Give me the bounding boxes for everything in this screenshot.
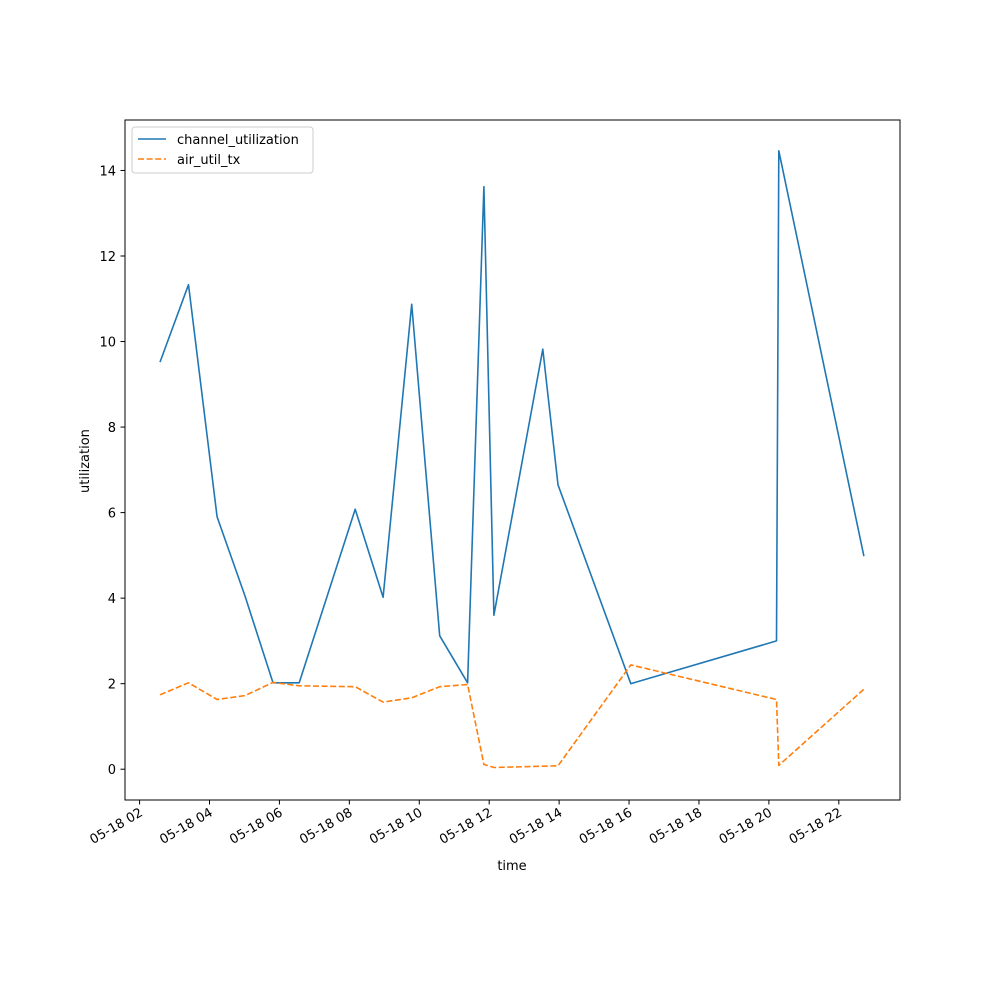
legend-box	[131, 126, 314, 174]
plot-area	[159, 150, 865, 769]
y-tick-label: 4	[108, 592, 116, 607]
y-axis: 0 2 4 6 8 10 12 14	[99, 164, 125, 778]
y-tick-label: 10	[99, 336, 116, 351]
x-axis-title: time	[497, 859, 526, 874]
legend-label-air-util-tx: air_util_tx	[177, 153, 241, 168]
series-line-air-util-tx	[159, 664, 865, 769]
plot-frame	[124, 119, 901, 801]
y-tick-label: 6	[108, 507, 116, 522]
series-line-channel-utilization	[159, 150, 865, 685]
y-tick-label: 0	[108, 763, 116, 778]
y-tick-label: 12	[99, 250, 116, 265]
y-tick-label: 14	[99, 164, 116, 179]
y-tick-label: 2	[108, 678, 116, 693]
legend-label-channel-utilization: channel_utilization	[177, 133, 299, 148]
y-tick-label: 8	[108, 421, 116, 436]
legend: channel_utilization air_util_tx	[131, 126, 314, 174]
y-axis-title: utilization	[78, 429, 93, 493]
